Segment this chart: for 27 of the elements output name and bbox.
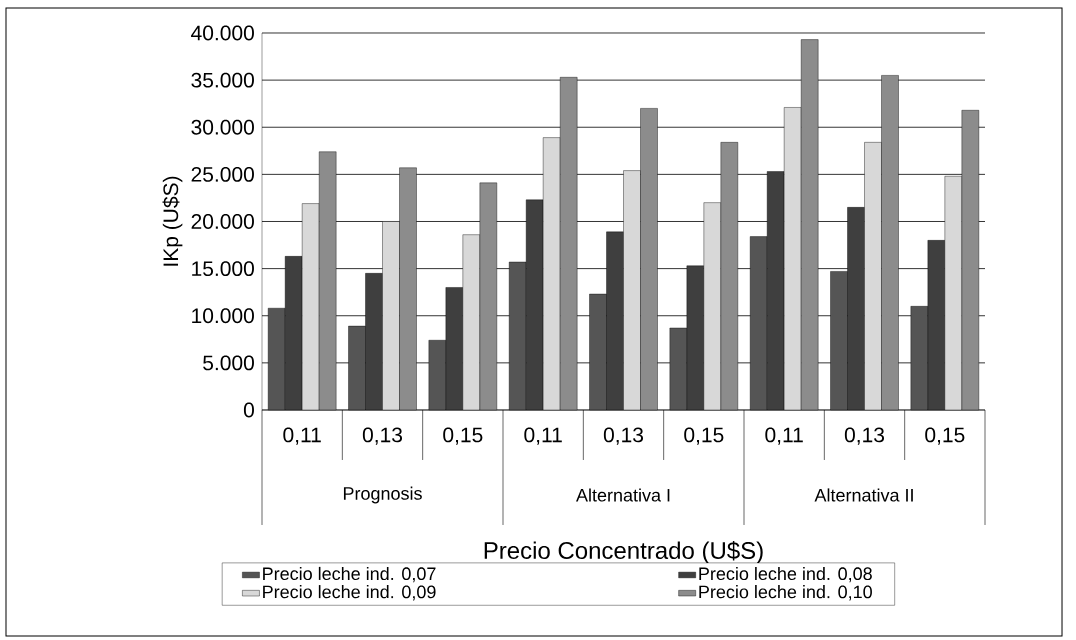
x-tick-label: 0,15 xyxy=(925,427,965,445)
y-tick-label: 40.000 xyxy=(191,25,254,41)
legend-label: Precio leche ind. 0,09 xyxy=(263,585,436,601)
y-tick-label: 30.000 xyxy=(191,119,254,135)
x-axis-title: Precio Concentrado (U$S) xyxy=(484,541,763,564)
x-tick-label: 0,15 xyxy=(443,427,483,445)
legend-label: Precio leche ind. 0,07 xyxy=(263,566,436,583)
text: Alternativa II xyxy=(814,488,913,502)
text: Alternativa I xyxy=(576,488,670,502)
y-tick-label: 0 xyxy=(243,402,254,418)
y-tick-label: 20.000 xyxy=(191,214,254,229)
legend-label: Precio leche ind. 0,10 xyxy=(699,585,872,601)
y-tick-label: 35.000 xyxy=(191,72,254,88)
x-tick-label: 0,11 xyxy=(765,427,803,445)
x-tick-label: 0,13 xyxy=(362,427,403,445)
x-tick-label: 0,11 xyxy=(524,427,562,445)
x-tick-label: 0,15 xyxy=(684,427,724,445)
x-tick-label: 0,13 xyxy=(603,427,644,445)
x-tick-label: 0,11 xyxy=(283,427,321,445)
text: Prognosis xyxy=(343,486,422,504)
x-tick-label: 0,13 xyxy=(844,427,885,445)
y-tick-label: 5.000 xyxy=(203,355,254,371)
legend-label: Precio leche ind. 0,08 xyxy=(699,566,872,583)
y-tick-label: 15.000 xyxy=(192,261,254,277)
y-axis-title: IKp (U$S) xyxy=(162,176,183,266)
y-tick-label: 25.000 xyxy=(191,166,254,182)
y-tick-label: 10.000 xyxy=(192,308,254,324)
